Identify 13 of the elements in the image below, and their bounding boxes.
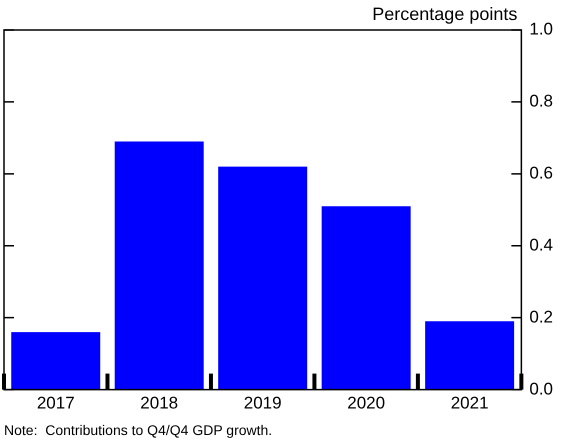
y-tick-label: 0.8 bbox=[529, 92, 554, 111]
x-tick-label: 2018 bbox=[140, 393, 178, 412]
y-tick-label: 0.0 bbox=[529, 379, 554, 398]
y-tick-label: 0.2 bbox=[529, 307, 554, 326]
x-tick-label: 2019 bbox=[244, 393, 282, 412]
y-tick-label: 0.6 bbox=[529, 164, 554, 183]
y-tick-label: 1.0 bbox=[529, 20, 554, 39]
text: Note: Contributions to Q4/Q4 GDP growth. bbox=[4, 422, 272, 438]
y-axis-title: Percentage points bbox=[372, 4, 518, 24]
x-tick-label: 2017 bbox=[36, 393, 75, 412]
y-tick-label: 0.4 bbox=[529, 235, 554, 254]
x-tick-label: 2020 bbox=[347, 393, 386, 412]
x-tick-label: 2021 bbox=[450, 393, 489, 412]
